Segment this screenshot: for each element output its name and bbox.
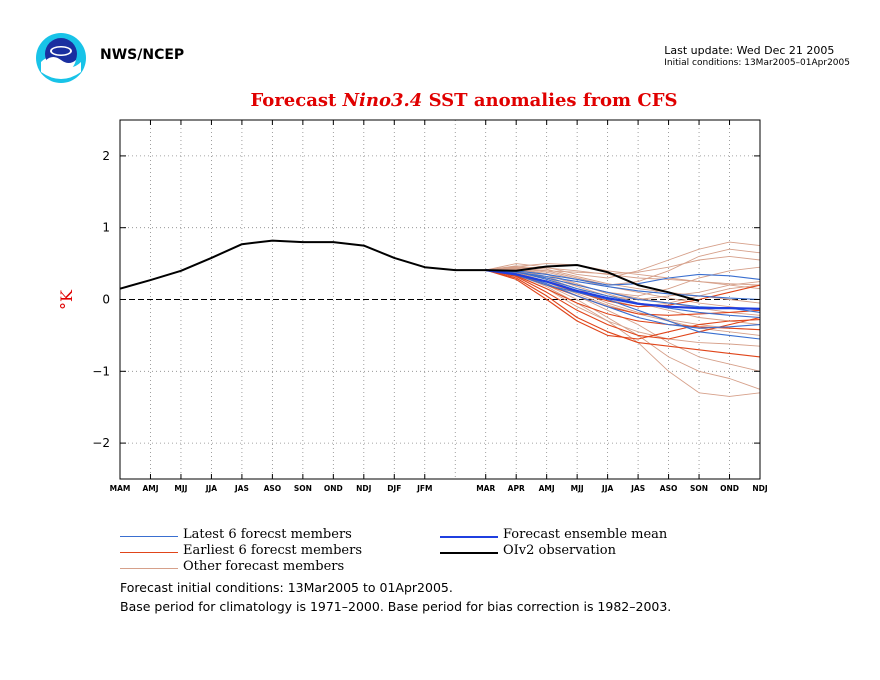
x-tick-label: JAS: [234, 484, 249, 493]
legend-swatch-latest: [120, 536, 178, 537]
last-update-text: Last update: Wed Dec 21 2005: [664, 44, 835, 57]
x-tick-label: ASO: [264, 484, 282, 493]
legend-swatch-mean: [440, 536, 498, 538]
other-member-line: [485, 266, 761, 286]
latest-member-line: [485, 269, 761, 319]
latest-member-line: [485, 269, 761, 340]
y-tick-label: 1: [102, 221, 110, 235]
grid: [120, 120, 760, 479]
x-tick-label: AMJ: [539, 484, 555, 493]
legend-swatch-earliest: [120, 552, 178, 553]
x-tick-label: OND: [324, 484, 343, 493]
x-tick-label: APR: [508, 484, 525, 493]
x-tick-label: MAR: [476, 484, 495, 493]
y-tick-label: 0: [102, 293, 110, 307]
initial-conditions-text: Initial conditions: 13Mar2005–01Apr2005: [664, 58, 850, 68]
y-axis-label: °K: [57, 289, 76, 310]
x-tick-label: MJJ: [571, 484, 584, 493]
chart-title: Forecast Nino3.4 SST anomalies from CFS: [0, 90, 880, 111]
footnote-initial-conditions: Forecast initial conditions: 13Mar2005 t…: [120, 580, 453, 595]
other-member-line: [485, 255, 761, 275]
latest-member-line: [485, 269, 761, 301]
legend-label-latest: Latest 6 forecst members: [183, 527, 352, 542]
legend-label-mean: Forecast ensemble mean: [503, 527, 668, 542]
earliest-member-line: [485, 269, 761, 340]
ensemble-mean-line: [485, 269, 761, 310]
legend-swatch-observation: [440, 552, 498, 554]
other-member-line: [485, 269, 761, 300]
title-prefix: Forecast: [250, 90, 343, 111]
x-tick-label: SON: [690, 484, 708, 493]
other-member-line: [485, 269, 761, 372]
latest-member-line: [485, 269, 761, 286]
x-tick-label: NDJ: [356, 484, 372, 493]
x-tick-label: JAS: [630, 484, 645, 493]
legend-label-observation: OIv2 observation: [503, 543, 616, 558]
org-name: NWS/NCEP: [100, 47, 185, 63]
x-tick-label: AMJ: [142, 484, 158, 493]
x-tick-label: JJA: [205, 484, 218, 493]
y-tick-label: 2: [102, 149, 110, 163]
main-series: [119, 239, 761, 310]
other-member-line: [485, 268, 761, 326]
observation-line: [119, 239, 700, 302]
legend-label-earliest: Earliest 6 forecst members: [183, 543, 362, 558]
other-member-line: [485, 266, 761, 297]
x-tick-label: DJF: [387, 484, 401, 493]
y-tick-label: −2: [92, 436, 110, 450]
forecast-members: [485, 241, 761, 397]
x-tick-label: ASO: [660, 484, 678, 493]
noaa-logo: [36, 33, 86, 83]
x-tick-label: OND: [720, 484, 739, 493]
x-tick-label: JFM: [416, 484, 432, 493]
x-tick-label: MAM: [110, 484, 131, 493]
x-tick-label: MJJ: [174, 484, 187, 493]
earliest-member-line: [485, 269, 761, 340]
axes: −2 −1 0 1 2 MAM AMJ MJJ JJA JAS ASO SON OND NDJ DJF JFM…: [92, 120, 768, 493]
update-info: Last update: Wed Dec 21 2005 Initial con…: [664, 44, 850, 68]
footnote-base-period: Base period for climatology is 1971–2000…: [120, 599, 672, 614]
title-suffix: SST anomalies from CFS: [422, 90, 678, 111]
x-tick-label: SON: [294, 484, 312, 493]
y-tick-label: −1: [92, 364, 110, 378]
legend-label-other: Other forecast members: [183, 559, 345, 574]
legend-swatch-other: [120, 568, 178, 569]
title-italic: Nino3.4: [342, 90, 423, 111]
x-tick-label: NDJ: [752, 484, 768, 493]
x-tick-label: JJA: [601, 484, 614, 493]
